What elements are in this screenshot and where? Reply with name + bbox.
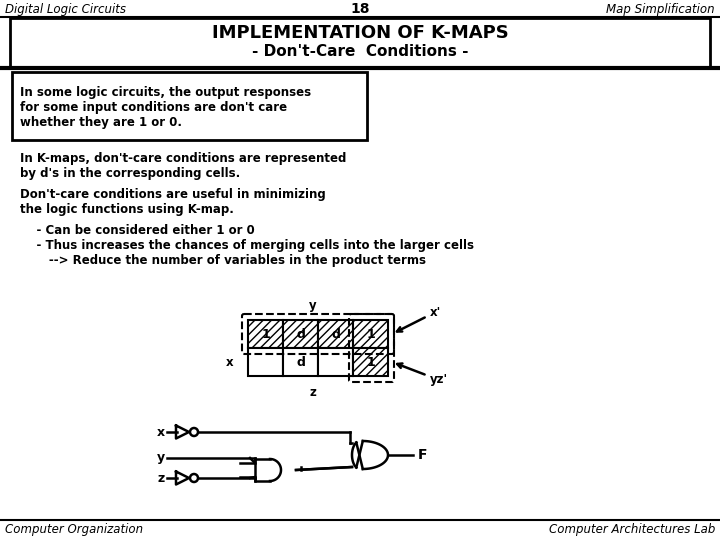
Bar <box>318 348 353 376</box>
Text: whether they are 1 or 0.: whether they are 1 or 0. <box>20 116 182 129</box>
Text: - Don't-Care  Conditions -: - Don't-Care Conditions - <box>252 44 468 59</box>
Bar <box>248 320 283 348</box>
Bar <box>12 72 367 140</box>
Text: IMPLEMENTATION OF K-MAPS: IMPLEMENTATION OF K-MAPS <box>212 24 508 42</box>
Text: Computer Organization: Computer Organization <box>5 523 143 537</box>
Text: z: z <box>310 386 316 399</box>
Text: y: y <box>157 451 165 464</box>
Text: 18: 18 <box>350 2 370 16</box>
Text: - Thus increases the chances of merging cells into the larger cells: - Thus increases the chances of merging … <box>20 239 474 252</box>
Bar <box>10 18 710 68</box>
Text: 1: 1 <box>366 327 375 341</box>
Bar <box>353 320 388 348</box>
Text: by d's in the corresponding cells.: by d's in the corresponding cells. <box>20 167 240 180</box>
Bar <box>283 320 318 348</box>
Text: --> Reduce the number of variables in the product terms: --> Reduce the number of variables in th… <box>20 254 426 267</box>
Text: F: F <box>418 448 428 462</box>
Bar <box>353 348 388 376</box>
Text: x': x' <box>397 306 441 332</box>
Text: the logic functions using K-map.: the logic functions using K-map. <box>20 203 234 216</box>
Text: x: x <box>226 355 234 368</box>
Text: y: y <box>309 299 317 312</box>
Text: 1: 1 <box>366 355 375 368</box>
Bar <box>283 348 318 376</box>
Text: yz': yz' <box>397 363 448 387</box>
Text: Map Simplification: Map Simplification <box>606 3 715 16</box>
Text: d: d <box>296 327 305 341</box>
Text: Digital Logic Circuits: Digital Logic Circuits <box>5 3 126 16</box>
Bar <box>318 320 353 348</box>
Text: d: d <box>331 327 340 341</box>
Text: d: d <box>296 355 305 368</box>
Text: Computer Architectures Lab: Computer Architectures Lab <box>549 523 715 537</box>
Text: In K-maps, don't-care conditions are represented: In K-maps, don't-care conditions are rep… <box>20 152 346 165</box>
Bar <box>248 348 283 376</box>
Text: - Can be considered either 1 or 0: - Can be considered either 1 or 0 <box>20 224 255 237</box>
Text: In some logic circuits, the output responses: In some logic circuits, the output respo… <box>20 86 311 99</box>
Text: for some input conditions are don't care: for some input conditions are don't care <box>20 101 287 114</box>
Text: 1: 1 <box>261 327 270 341</box>
Text: x: x <box>157 426 165 438</box>
Text: z: z <box>158 471 165 484</box>
Text: Don't-care conditions are useful in minimizing: Don't-care conditions are useful in mini… <box>20 188 325 201</box>
